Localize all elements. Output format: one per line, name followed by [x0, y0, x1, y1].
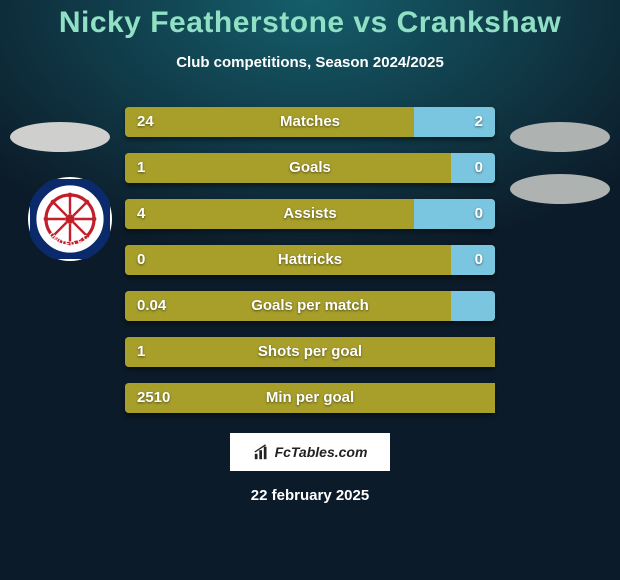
stat-value-left: 24 [137, 107, 154, 137]
page-title: Nicky Featherstone vs Crankshaw [0, 6, 620, 40]
stat-value-right: 2 [475, 107, 483, 137]
stat-row: Goals1 0 [125, 153, 495, 183]
left-team-oval [10, 122, 110, 152]
stat-label: Matches [125, 107, 495, 137]
stat-label: Goals per match [125, 291, 495, 321]
stat-label: Goals [125, 153, 495, 183]
stat-row: Shots per goal1 [125, 337, 495, 367]
stat-value-right: 0 [475, 199, 483, 229]
comparison-bars: Matches242Goals10Assists40Hattricks00Goa… [125, 107, 495, 413]
club-badge: HARTLEPOOL UNITED F.C. [28, 177, 112, 261]
stat-value-left: 0 [137, 245, 145, 275]
stat-label: Hattricks [125, 245, 495, 275]
stat-value-right: 0 [475, 245, 483, 275]
stat-row: Matches24 2 [125, 107, 495, 137]
footer-date: 22 february 2025 [0, 487, 620, 504]
page-subtitle: Club competitions, Season 2024/2025 [0, 54, 620, 71]
stat-value-left: 0.04 [137, 291, 166, 321]
stat-value-left: 1 [137, 153, 145, 183]
stat-row: Hattricks0 0 [125, 245, 495, 275]
brand-icon [253, 443, 271, 461]
brand-box: FcTables.com [230, 433, 390, 471]
right-team-oval-1 [510, 122, 610, 152]
stat-value-left: 2510 [137, 383, 170, 413]
stat-value-right: 0 [475, 153, 483, 183]
club-badge-svg: HARTLEPOOL UNITED F.C. [30, 179, 110, 259]
stat-row: Goals per match0.04 [125, 291, 495, 321]
stat-label: Shots per goal [125, 337, 495, 367]
right-team-oval-2 [510, 174, 610, 204]
stat-label: Min per goal [125, 383, 495, 413]
stat-value-left: 4 [137, 199, 145, 229]
brand-text: FcTables.com [275, 444, 368, 460]
stat-row: Min per goal2510 [125, 383, 495, 413]
stat-label: Assists [125, 199, 495, 229]
stat-row: Assists4 0 [125, 199, 495, 229]
stat-value-left: 1 [137, 337, 145, 367]
